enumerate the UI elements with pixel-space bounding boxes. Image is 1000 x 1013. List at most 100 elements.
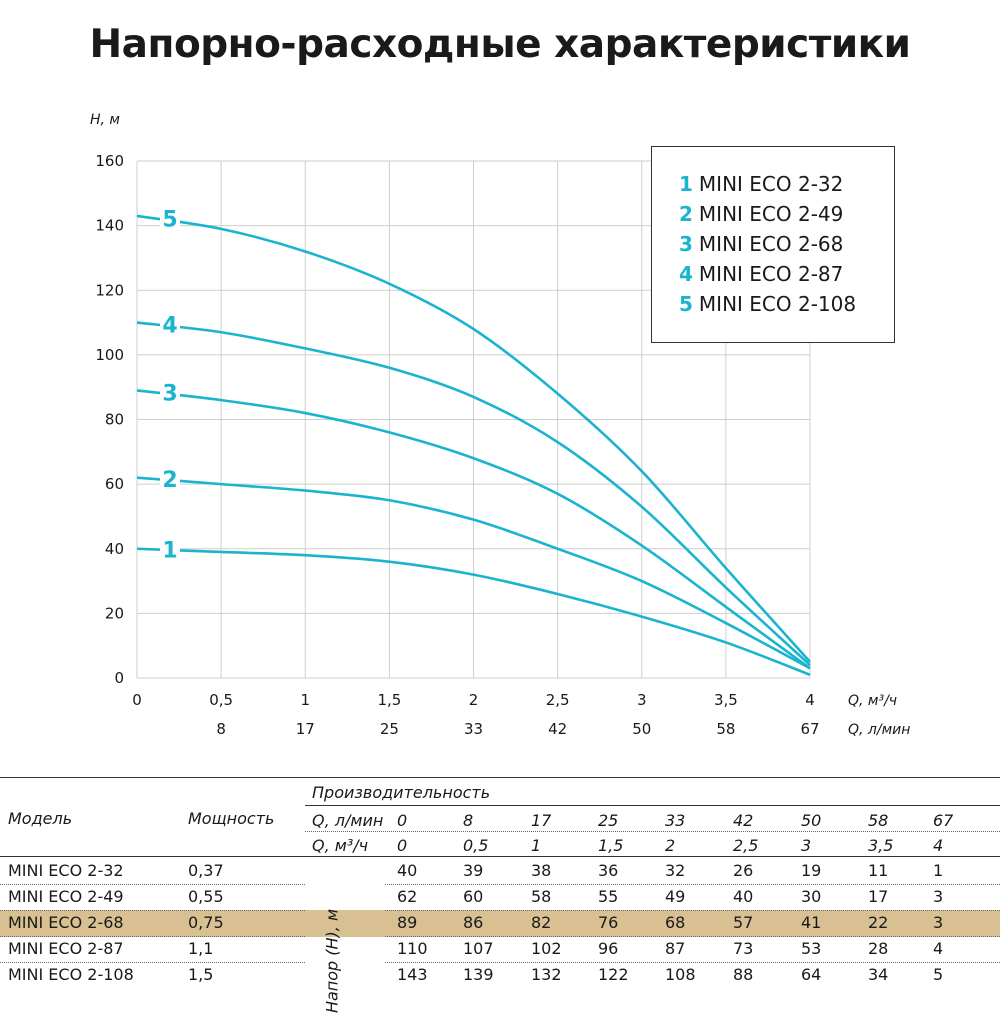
q-m3h-value: 2,5 bbox=[733, 836, 759, 855]
row-divider-right bbox=[385, 936, 1000, 937]
y-tick-label: 60 bbox=[105, 475, 124, 493]
legend-number: 4 bbox=[679, 262, 693, 286]
q-m3h-label: Q, м³/ч bbox=[312, 836, 369, 855]
header-group: Производительность bbox=[312, 783, 491, 802]
q-lmin-value: 17 bbox=[531, 811, 552, 830]
q-m3h-value: 3,5 bbox=[868, 836, 894, 855]
y-tick-label: 0 bbox=[114, 669, 124, 687]
y-tick-label: 20 bbox=[105, 604, 124, 622]
curve-3 bbox=[136, 389, 811, 670]
q-m3h-value: 2 bbox=[665, 836, 676, 855]
row-head-value: 60 bbox=[463, 887, 484, 906]
row-head-value: 11 bbox=[868, 861, 889, 880]
row-head-value: 87 bbox=[665, 939, 686, 958]
row-head-value: 88 bbox=[733, 965, 754, 984]
y-tick-label: 40 bbox=[105, 540, 124, 558]
header-divider bbox=[305, 805, 1000, 806]
row-head-value: 41 bbox=[801, 913, 822, 932]
row-head-value: 132 bbox=[531, 965, 562, 984]
curve-label-5: 5 bbox=[162, 208, 177, 233]
row-divider-right bbox=[385, 884, 1000, 885]
x-tick-label: 3,5 bbox=[714, 691, 738, 709]
q-lmin-value: 67 bbox=[933, 811, 954, 830]
row-head-value: 32 bbox=[665, 861, 686, 880]
row-head-value: 89 bbox=[397, 913, 418, 932]
x2-tick-label: 8 bbox=[216, 720, 226, 738]
row-head-value: 5 bbox=[933, 965, 944, 984]
row-divider-left bbox=[0, 884, 305, 885]
row-divider-left bbox=[0, 910, 305, 911]
row-head-value: 82 bbox=[531, 913, 552, 932]
header-divider-dotted bbox=[305, 831, 1000, 832]
q-m3h-value: 3 bbox=[801, 836, 812, 855]
row-head-value: 107 bbox=[463, 939, 494, 958]
y-tick-label: 140 bbox=[95, 217, 124, 235]
row-model: MINI ECO 2-68 bbox=[8, 913, 124, 932]
row-model: MINI ECO 2-108 bbox=[8, 965, 134, 984]
row-power: 1,5 bbox=[188, 965, 214, 984]
y-tick-label: 100 bbox=[95, 346, 124, 364]
chart-legend: 1 MINI ECO 2-32 2 MINI ECO 2-49 3 MINI ECO 2-… bbox=[651, 146, 895, 343]
row-power: 0,75 bbox=[188, 913, 224, 932]
x-tick-label: 3 bbox=[637, 691, 647, 709]
x2-tick-label: 33 bbox=[464, 720, 483, 738]
row-head-value: 40 bbox=[733, 887, 754, 906]
curve-label-bg bbox=[160, 379, 180, 406]
x-tick-label: 2,5 bbox=[546, 691, 570, 709]
legend-item: 4 MINI ECO 2-87 bbox=[679, 262, 843, 286]
row-head-value: 64 bbox=[801, 965, 822, 984]
q-lmin-value: 8 bbox=[463, 811, 474, 830]
row-head-value: 55 bbox=[598, 887, 619, 906]
row-head-value: 108 bbox=[665, 965, 696, 984]
curve-label-1: 1 bbox=[162, 538, 177, 563]
curve-label-4: 4 bbox=[162, 314, 177, 339]
legend-number: 2 bbox=[679, 202, 693, 226]
col-power-header: Мощность bbox=[188, 809, 275, 828]
x-tick-label: 2 bbox=[469, 691, 479, 709]
legend-item: 1 MINI ECO 2-32 bbox=[679, 172, 843, 196]
curve-label-bg bbox=[160, 536, 180, 563]
q-m3h-value: 0 bbox=[397, 836, 408, 855]
row-head-value: 122 bbox=[598, 965, 629, 984]
legend-number: 3 bbox=[679, 232, 693, 256]
row-divider-right bbox=[385, 910, 1000, 911]
row-model: MINI ECO 2-49 bbox=[8, 887, 124, 906]
row-head-value: 30 bbox=[801, 887, 822, 906]
legend-series-name: MINI ECO 2-49 bbox=[698, 202, 844, 226]
row-head-value: 86 bbox=[463, 913, 484, 932]
y-axis-label: H, м bbox=[90, 112, 120, 128]
row-head-value: 26 bbox=[733, 861, 754, 880]
head-flow-chart: 0 20 40 60 80 100 120 140 160 0 0,5 1 1,5 2 2,5 3 3,5 4 8 1… bbox=[90, 112, 910, 738]
x-tick-label: 4 bbox=[805, 691, 815, 709]
performance-table: Производительность Модель Мощность Q, л/мин… bbox=[0, 776, 1000, 1013]
x-tick-label: 0,5 bbox=[209, 691, 233, 709]
row-head-value: 19 bbox=[801, 861, 822, 880]
q-lmin-value: 50 bbox=[801, 811, 822, 830]
y-tick-label: 120 bbox=[95, 281, 124, 299]
row-head-value: 73 bbox=[733, 939, 754, 958]
legend-item: 3 MINI ECO 2-68 bbox=[679, 232, 843, 256]
row-head-value: 49 bbox=[665, 887, 686, 906]
legend-series-name: MINI ECO 2-32 bbox=[698, 172, 844, 196]
row-power: 1,1 bbox=[188, 939, 214, 958]
q-lmin-value: 42 bbox=[733, 811, 754, 830]
col-model-header: Модель bbox=[8, 809, 73, 828]
curve-4 bbox=[136, 321, 811, 667]
q-lmin-value: 25 bbox=[598, 811, 619, 830]
x-tick-label: 1 bbox=[300, 691, 310, 709]
q-lmin-value: 33 bbox=[665, 811, 686, 830]
legend-number: 1 bbox=[679, 172, 693, 196]
row-head-value: 36 bbox=[598, 861, 619, 880]
row-head-value: 143 bbox=[397, 965, 428, 984]
q-m3h-value: 0,5 bbox=[463, 836, 489, 855]
row-head-value: 3 bbox=[933, 887, 944, 906]
row-power: 0,55 bbox=[188, 887, 224, 906]
x-tick-label: 0 bbox=[132, 691, 142, 709]
row-divider-left bbox=[0, 962, 305, 963]
legend-series-name: MINI ECO 2-108 bbox=[698, 292, 857, 316]
row-head-value: 39 bbox=[463, 861, 484, 880]
row-head-value: 40 bbox=[397, 861, 418, 880]
row-head-value: 57 bbox=[733, 913, 754, 932]
row-divider-left bbox=[0, 936, 305, 937]
legend-item: 2 MINI ECO 2-49 bbox=[679, 202, 843, 226]
